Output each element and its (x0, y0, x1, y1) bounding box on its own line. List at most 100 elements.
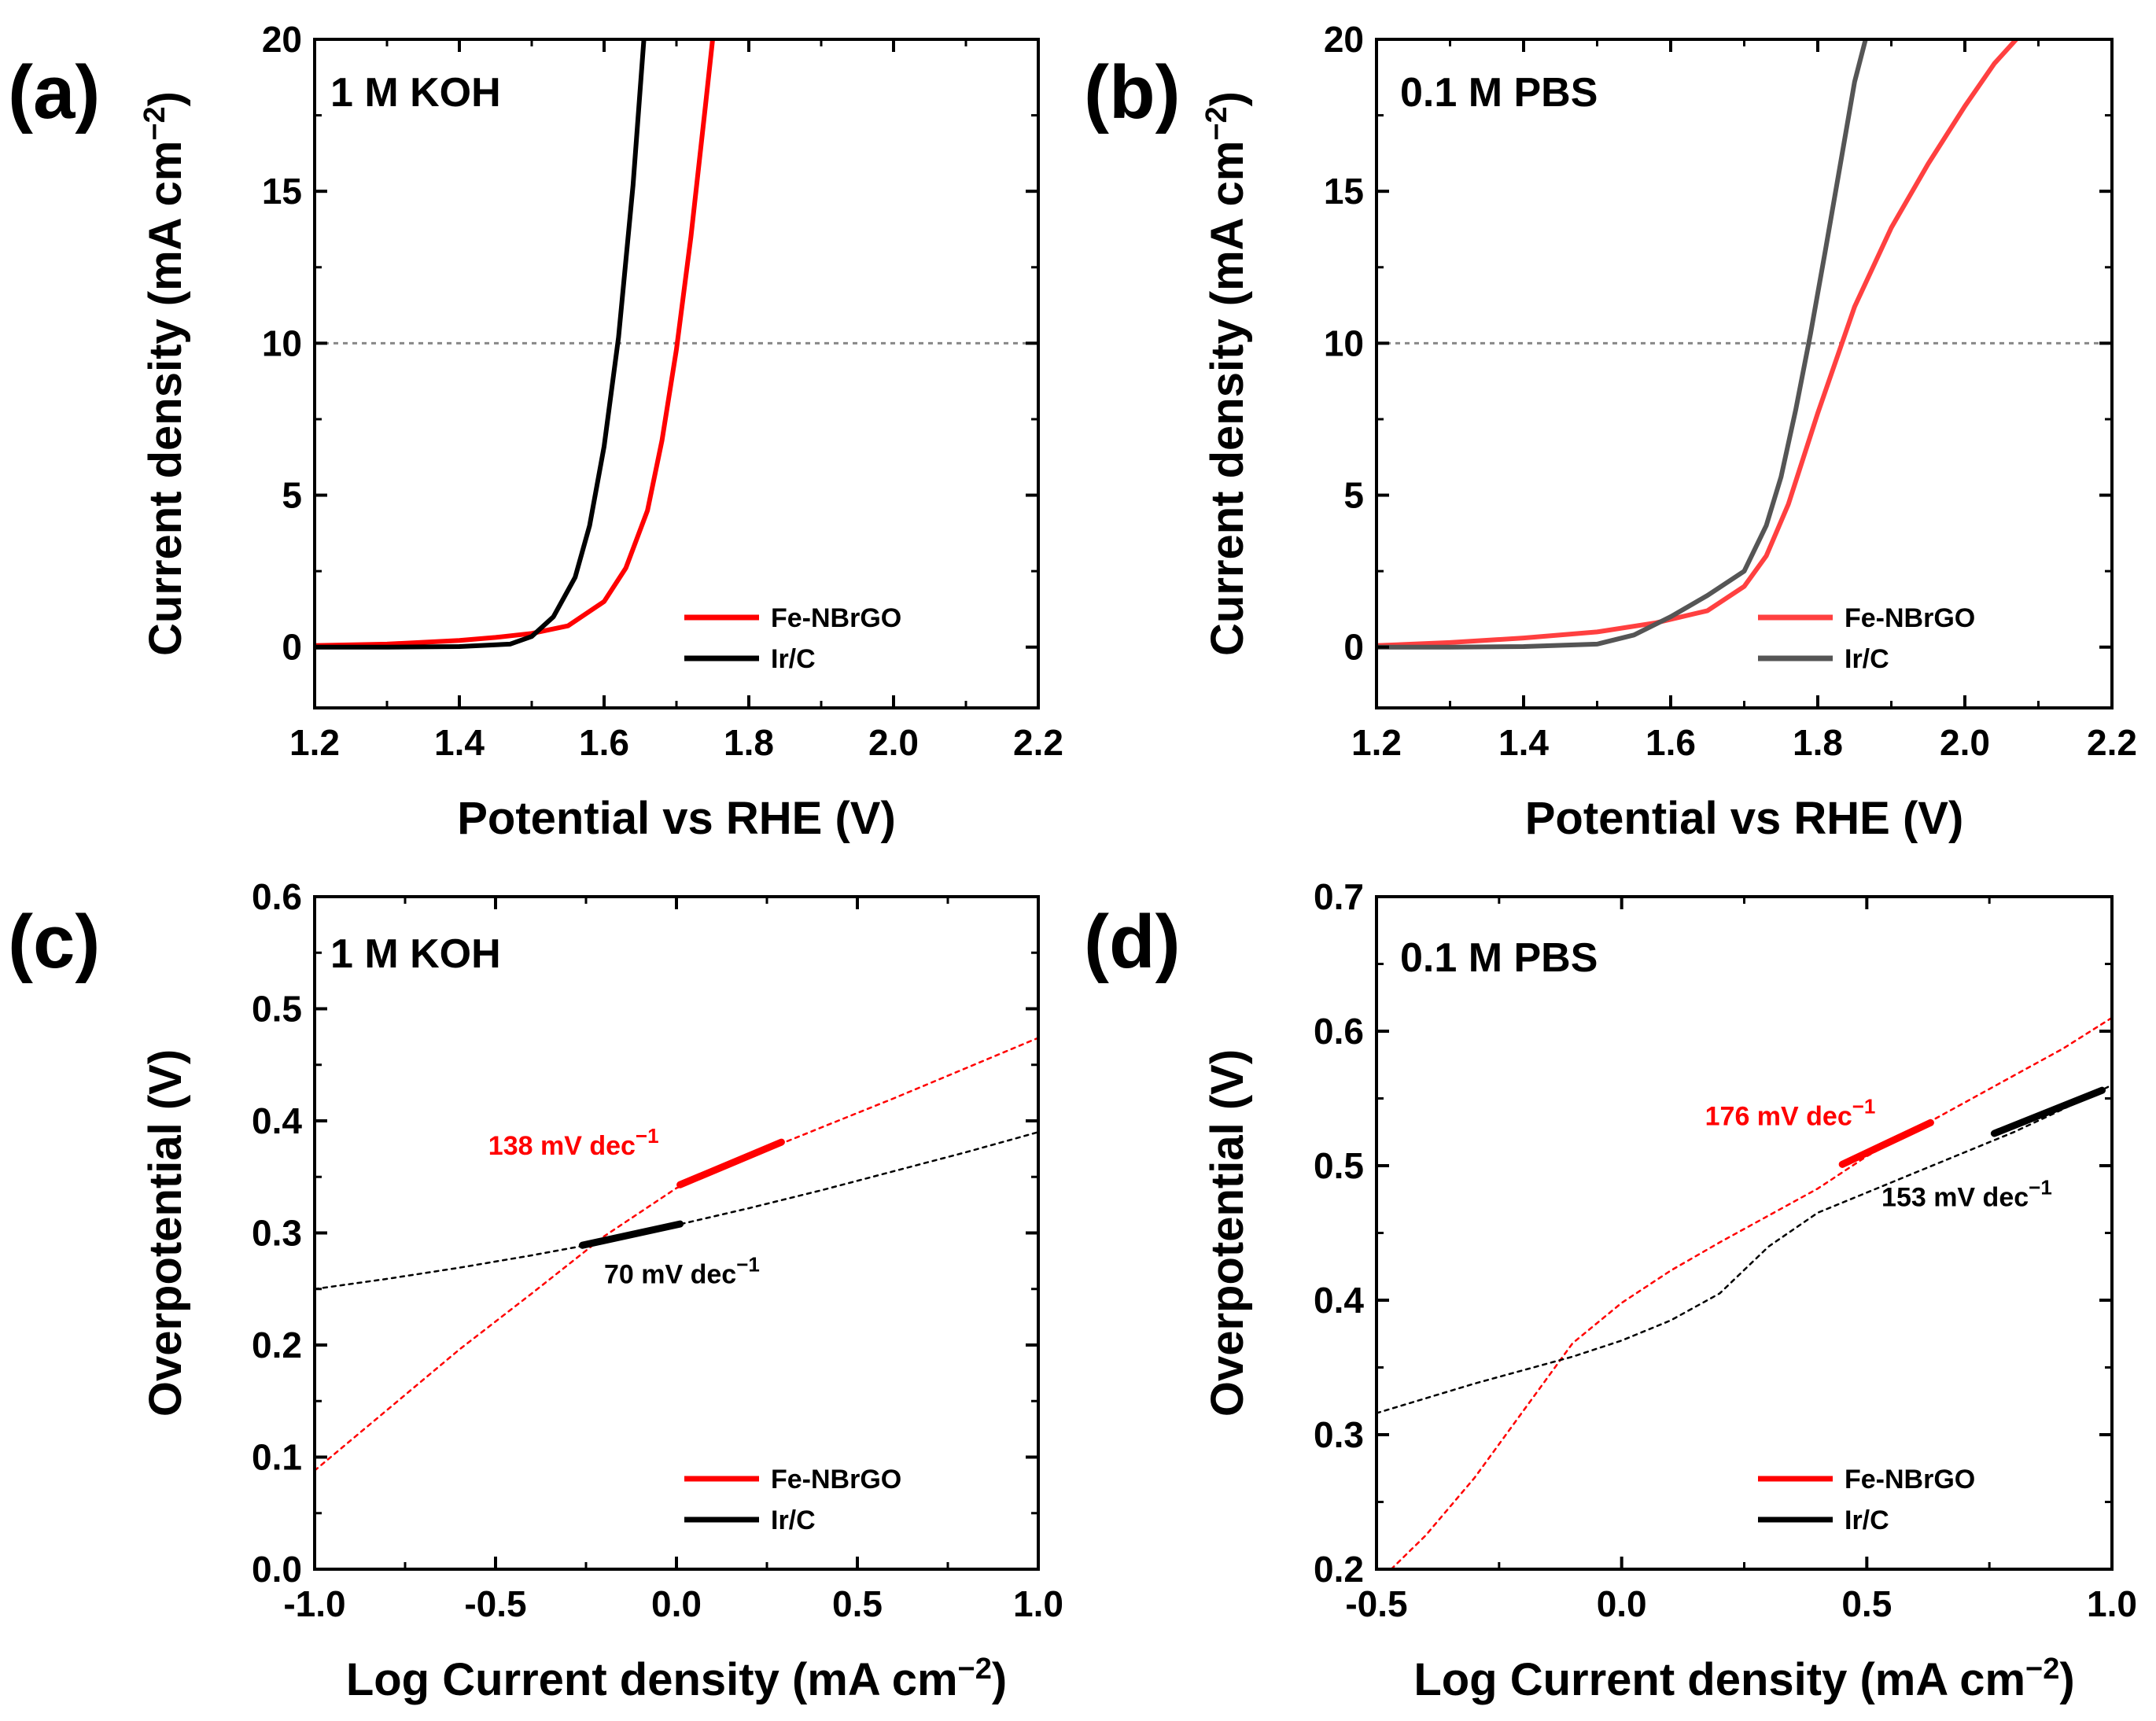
y-axis-title-sup: −2 (138, 106, 171, 140)
legend-label: Fe-NBrGO (1845, 603, 1975, 633)
y-axis-title: Current density (mA cm−2) (1200, 91, 1253, 656)
y-tick-label: 0.4 (1314, 1280, 1364, 1321)
y-tick-label: 0 (1343, 627, 1364, 668)
x-axis-title: Log Current density (mA cm−2) (346, 1653, 1007, 1705)
x-axis-title: Potential vs RHE (V) (1525, 793, 1964, 844)
y-axis-title-text: Current density (mA cm (1202, 141, 1253, 656)
x-axis-title-close: ) (992, 1654, 1007, 1705)
y-tick-label: 0.7 (1314, 876, 1364, 917)
y-tick-label: 0.6 (1314, 1011, 1364, 1052)
y-tick-label: 5 (1343, 475, 1364, 516)
y-tick-label: 20 (262, 19, 302, 60)
y-axis-title-sup: −2 (1200, 106, 1233, 140)
panel-c: -1.0 -0.5 0.0 0.5 1.0 0.0 0.1 0.2 0.3 0.4 0.5 0.6 Lo… (8, 876, 1063, 1705)
slope-annotation-sup: −1 (636, 1124, 659, 1148)
panel-label: (a) (8, 50, 100, 135)
y-tick-label: 15 (262, 171, 302, 212)
legend-label: Ir/C (771, 644, 816, 674)
panel-label: (b) (1084, 50, 1181, 135)
slope-annotation-text: 138 mV dec (488, 1131, 636, 1161)
x-tick-label: 0.0 (651, 1583, 702, 1624)
y-tick-label: 0.2 (1314, 1549, 1364, 1590)
x-tick-label: 2.2 (1013, 722, 1063, 763)
y-axis-title: Overpotential (V) (140, 1049, 191, 1417)
series-fe-nbrgo-tafel-fit (676, 1138, 785, 1188)
legend-label: Fe-NBrGO (771, 603, 901, 633)
slope-annotation: 70 mV dec−1 (604, 1253, 760, 1290)
y-tick-label: 0.1 (252, 1437, 302, 1478)
y-tick-label: 0.5 (1314, 1145, 1364, 1186)
plot-frame (313, 38, 1040, 709)
x-axis-title-close: ) (2059, 1654, 2074, 1705)
x-tick-label: 2.2 (2087, 722, 2137, 763)
x-tick-label: 0.0 (1597, 1583, 1647, 1624)
plot-frame (1375, 895, 2114, 1571)
slope-annotation-sup: −1 (2029, 1175, 2052, 1199)
y-axis-title: Overpotential (V) (1202, 1049, 1253, 1417)
slope-annotation-text: 176 mV dec (1705, 1102, 1852, 1132)
panel-label: (c) (8, 900, 100, 984)
x-tick-label: 1.6 (579, 722, 629, 763)
panel-a: 1.2 1.4 1.6 1.8 2.0 2.2 0 5 10 15 20 Potential vs R… (8, 19, 1063, 844)
slope-annotation-text: 153 mV dec (1881, 1182, 2029, 1212)
slope-annotation-text: 70 mV dec (604, 1260, 736, 1290)
panel-b: 1.2 1.4 1.6 1.8 2.0 2.2 0 5 10 15 20 Potential vs R… (1084, 19, 2137, 844)
y-tick-label: 0.5 (252, 989, 302, 1030)
slope-annotation: 153 mV dec−1 (1881, 1175, 2052, 1212)
series-ir-c-tafel-fit (1990, 1086, 2106, 1137)
y-axis-title: Current density (mA cm−2) (138, 91, 191, 656)
series-fe-nbrgo-tafel-fit (1838, 1118, 1934, 1168)
y-tick-label: 10 (1324, 322, 1364, 363)
y-tick-label: 0 (282, 627, 302, 668)
x-tick-label: 1.0 (1013, 1583, 1063, 1624)
condition-label: 1 M KOH (330, 931, 501, 977)
x-tick-label: 0.5 (1841, 1583, 1892, 1624)
series-fe-nbrgo-tafel-curve (315, 1037, 1038, 1472)
x-axis-title-text: Potential vs RHE (V) (1525, 793, 1964, 844)
series-ir-c (315, 39, 647, 650)
x-axis-title-sup: −2 (958, 1653, 992, 1686)
x-tick-label: 0.5 (832, 1583, 883, 1624)
x-tick-label: 1.8 (1793, 722, 1843, 763)
y-tick-label: 0.6 (252, 876, 302, 917)
y-tick-label: 0.0 (252, 1549, 302, 1590)
x-tick-label: -0.5 (1345, 1583, 1407, 1624)
x-tick-label: 1.2 (1351, 722, 1402, 763)
slope-annotation: 176 mV dec−1 (1705, 1095, 1876, 1132)
y-axis-title-close: ) (1202, 91, 1253, 106)
x-axis-title: Potential vs RHE (V) (457, 793, 896, 844)
y-tick-label: 10 (262, 322, 302, 363)
x-tick-label: -1.0 (283, 1583, 345, 1624)
series-fe-nbrgo-tafel-curve (1390, 1016, 2112, 1569)
x-tick-label: 1.8 (724, 722, 774, 763)
x-tick-label: 2.0 (1940, 722, 1990, 763)
y-tick-label: 0.3 (252, 1213, 302, 1254)
x-tick-label: 1.0 (2087, 1583, 2137, 1624)
y-tick-label: 0.4 (252, 1100, 302, 1141)
x-tick-label: 1.2 (289, 722, 340, 763)
condition-label: 0.1 M PBS (1400, 935, 1598, 981)
series-ir-c-tafel-curve (1377, 1084, 2112, 1414)
x-axis-title: Log Current density (mA cm−2) (1413, 1653, 2074, 1705)
y-axis-title-close: ) (140, 91, 191, 106)
legend-label: Fe-NBrGO (771, 1465, 901, 1494)
y-axis-title-text: Overpotential (V) (140, 1049, 191, 1417)
legend-label: Ir/C (1845, 1505, 1889, 1535)
plot-frame (1375, 38, 2114, 709)
x-tick-label: 1.6 (1646, 722, 1696, 763)
legend-label: Fe-NBrGO (1845, 1465, 1975, 1494)
y-tick-label: 0.2 (252, 1325, 302, 1365)
x-tick-label: 1.4 (1498, 722, 1549, 763)
slope-annotation-sup: −1 (736, 1253, 760, 1277)
series-ir-c-tafel-fit (578, 1220, 684, 1249)
y-tick-label: 20 (1324, 19, 1364, 60)
panel-label: (d) (1084, 900, 1181, 984)
legend-label: Ir/C (771, 1505, 816, 1535)
panel-d: -0.5 0.0 0.5 1.0 0.2 0.3 0.4 0.5 0.6 0.7 Log Curre… (1084, 876, 2137, 1705)
y-tick-label: 0.3 (1314, 1414, 1364, 1455)
condition-label: 1 M KOH (330, 70, 501, 116)
x-axis-title-text: Log Current density (mA cm (1413, 1654, 2025, 1705)
series-fe-nbrgo (315, 39, 715, 648)
y-axis-title-text: Overpotential (V) (1202, 1049, 1253, 1417)
